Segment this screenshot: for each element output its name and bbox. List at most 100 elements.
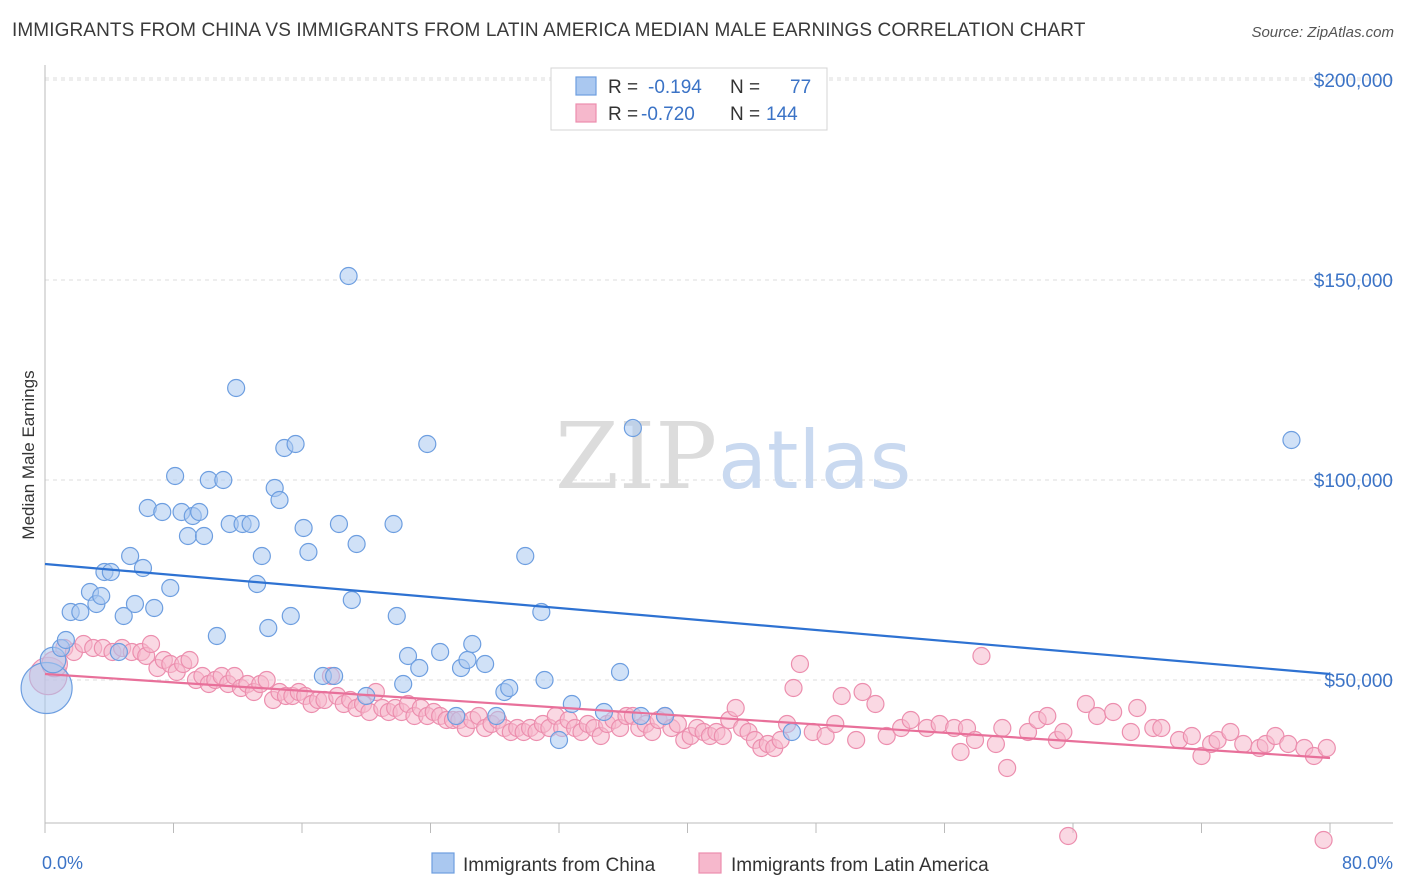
latam-point-12 (141, 634, 161, 654)
latam-point-148 (1192, 746, 1211, 766)
x-tick-label-start: 0.0% (42, 853, 83, 873)
legend-swatch-latam (575, 103, 597, 123)
china-point-5 (71, 602, 90, 622)
china-point-3 (56, 630, 75, 650)
latam-point-127 (951, 742, 970, 762)
latam-point-115 (816, 726, 835, 746)
latam-point-142 (1121, 722, 1140, 742)
china-trend-line (44, 562, 1331, 676)
latam-point-156 (1279, 734, 1298, 754)
chart-title: IMMIGRANTS FROM CHINA VS IMMIGRANTS FROM… (12, 20, 1086, 41)
latam-point-136 (1038, 706, 1057, 726)
china-point-12 (114, 606, 133, 626)
china-point-39 (281, 606, 300, 626)
china-point-25 (194, 526, 214, 546)
legend-latam-r-value: -0.720 (641, 104, 695, 125)
watermark-atlas: atlas (718, 414, 911, 507)
china-point-28 (214, 470, 233, 490)
china-point-42 (299, 542, 318, 562)
latam-point-120 (866, 694, 885, 714)
latam-point-152 (1234, 734, 1253, 754)
china-point-34 (252, 546, 271, 566)
china-point-27 (207, 626, 226, 646)
china-point-68 (549, 730, 569, 750)
china-point-19 (161, 578, 180, 598)
latam-point-133 (998, 758, 1017, 778)
china-point-17 (145, 598, 164, 618)
china-point-59 (458, 650, 477, 670)
y-tick-label-2: $150,000 (1314, 271, 1393, 292)
latam-point-161 (1314, 830, 1333, 850)
china-point-45 (329, 514, 349, 534)
china-point-30 (227, 378, 246, 398)
china-point-54 (410, 658, 429, 678)
china-point-53 (398, 646, 418, 666)
legend-china-r-label: R = (608, 77, 638, 98)
watermark: ZIP atlas (555, 403, 911, 510)
china-point-64 (500, 678, 519, 698)
china-point-18 (153, 502, 172, 522)
grid-lines (45, 77, 1393, 681)
latam-trend-line (44, 672, 1331, 760)
legend-swatch-china (575, 76, 597, 96)
china-point-62 (487, 706, 506, 726)
series-china-points (20, 266, 1301, 750)
latam-point-123 (901, 710, 920, 730)
china-point-61 (476, 654, 495, 674)
latam-point-130 (972, 646, 991, 666)
china-point-75 (782, 722, 802, 742)
y-tick-label-1: $100,000 (1314, 471, 1393, 492)
china-point-14 (125, 594, 145, 614)
x-tick-label-end: 80.0% (1342, 853, 1393, 873)
china-point-60 (463, 634, 482, 654)
top-legend-box (550, 67, 828, 131)
china-point-8 (92, 586, 111, 606)
series-latam-points (28, 634, 1336, 850)
latam-point-155 (1266, 726, 1285, 746)
y-tick-label-0: $50,000 (1324, 671, 1393, 692)
china-point-69 (562, 694, 581, 714)
legend-latam-r-label: R = (608, 104, 638, 125)
china-point-20 (166, 466, 185, 486)
china-point-40 (286, 434, 305, 454)
china-point-47 (342, 590, 361, 610)
china-point-37 (270, 490, 289, 510)
y-tick-labels: $50,000 $100,000 $150,000 $200,000 (1314, 71, 1393, 692)
latam-point-147 (1182, 726, 1201, 746)
bottom-legend-label-china: Immigrants from China (463, 855, 656, 876)
bottom-legend-swatch-china (431, 852, 455, 874)
china-point-73 (631, 706, 651, 726)
latam-point-117 (832, 686, 851, 706)
china-point-22 (178, 526, 198, 546)
latam-point-143 (1128, 698, 1147, 718)
china-point-13 (121, 546, 140, 566)
legend-latam-n-value: 144 (766, 104, 798, 125)
latam-point-132 (993, 718, 1012, 738)
latam-point-112 (784, 678, 803, 698)
china-point-57 (447, 706, 466, 726)
china-point-72 (623, 418, 642, 438)
china-point-56 (431, 642, 450, 662)
latam-point-121 (877, 726, 896, 746)
latam-point-160 (1059, 826, 1078, 846)
bottom-legend: Immigrants from China Immigrants from La… (431, 852, 989, 876)
china-point-71 (610, 662, 630, 682)
china-point-50 (384, 514, 403, 534)
china-point-24 (190, 502, 209, 522)
latam-point-131 (986, 734, 1006, 754)
china-point-41 (294, 518, 313, 538)
latam-point-159 (1317, 738, 1336, 758)
legend-china-n-label: N = (730, 77, 760, 98)
latam-point-119 (853, 682, 872, 702)
china-point-10 (101, 562, 120, 582)
latam-point-18 (180, 650, 199, 670)
latam-point-139 (1076, 694, 1095, 714)
top-legend: R = -0.194 N = 77 R = -0.720 N = 144 (550, 67, 828, 131)
x-tick-labels: 0.0% 80.0% (42, 853, 1393, 873)
china-point-51 (387, 606, 406, 626)
legend-china-r-value: -0.194 (648, 77, 702, 98)
china-point-65 (516, 546, 535, 566)
legend-latam-n-label: N = (730, 104, 760, 125)
y-tick-label-3: $200,000 (1314, 71, 1393, 92)
